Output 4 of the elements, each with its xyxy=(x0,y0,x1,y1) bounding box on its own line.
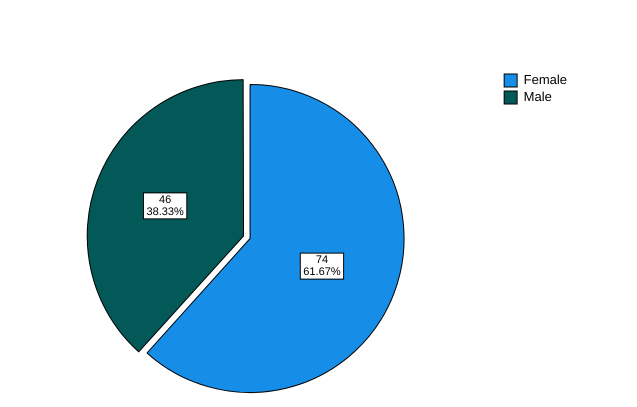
data-label: 46 38.33% xyxy=(146,194,184,218)
legend-label: Female xyxy=(524,72,568,88)
data-label: 74 61.67% xyxy=(303,254,341,278)
legend-label: Male xyxy=(524,89,552,104)
